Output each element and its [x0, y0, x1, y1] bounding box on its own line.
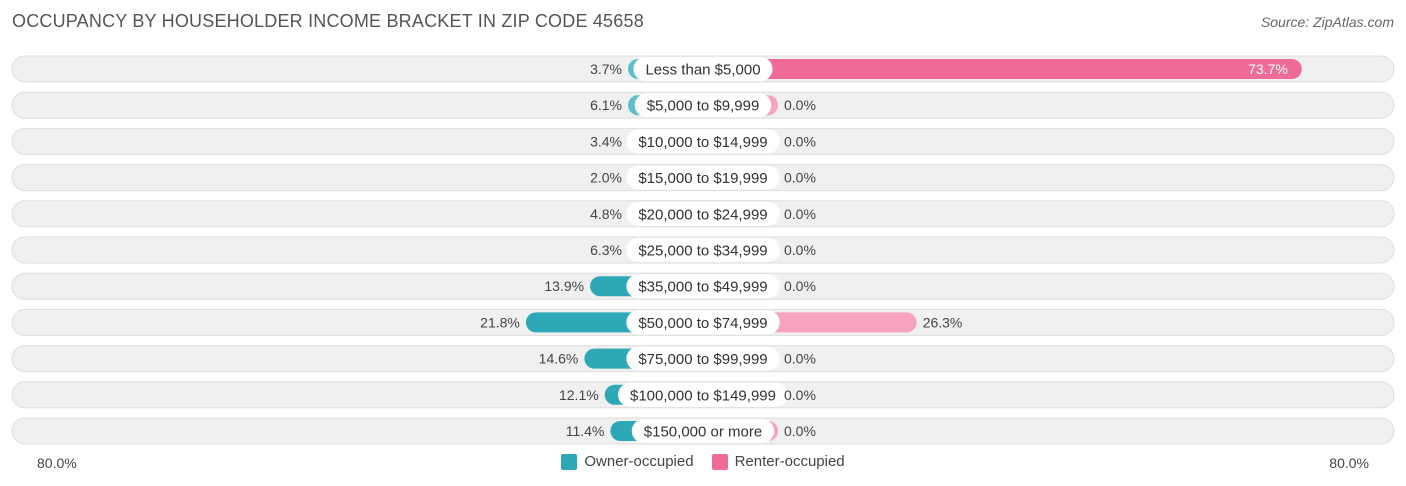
value-label-renter: 0.0% — [784, 423, 816, 439]
value-label-renter: 0.0% — [784, 242, 816, 258]
legend-item-owner: Owner-occupied — [561, 453, 694, 470]
category-label: $35,000 to $49,999 — [638, 279, 767, 296]
diverging-bar-chart: Less than $5,000 3.7% 73.7% $5,000 to $9,99… — [11, 55, 1395, 445]
chart-title: OCCUPANCY BY HOUSEHOLDER INCOME BRACKET … — [12, 11, 644, 31]
value-label-owner: 12.1% — [559, 387, 599, 403]
value-label-owner: 11.4% — [566, 423, 605, 439]
category-label: Less than $5,000 — [645, 62, 760, 79]
chart-row: $75,000 to $99,999 14.6% 0.0% — [11, 345, 1395, 373]
category-label: $75,000 to $99,999 — [638, 351, 767, 368]
category-pill — [626, 201, 780, 226]
value-label-owner: 6.3% — [590, 242, 622, 258]
bar-renter — [703, 59, 1302, 79]
value-label-owner: 3.4% — [590, 133, 622, 149]
chart-row: $20,000 to $24,999 4.8% 0.0% — [11, 200, 1395, 228]
category-label: $25,000 to $34,999 — [638, 243, 767, 260]
value-label-owner: 13.9% — [544, 278, 584, 294]
category-pill — [634, 93, 772, 118]
category-label: $100,000 to $149,999 — [630, 387, 776, 404]
category-pill — [626, 165, 780, 190]
category-label: $5,000 to $9,999 — [647, 98, 760, 115]
category-label: $10,000 to $14,999 — [638, 134, 767, 151]
category-pill — [626, 238, 780, 262]
axis-max-label: 80.0% — [1329, 455, 1369, 471]
category-pill — [626, 346, 780, 371]
source-credit: Source: ZipAtlas.com — [1260, 14, 1394, 30]
value-label-owner: 3.7% — [590, 61, 622, 77]
category-label: $150,000 or more — [644, 424, 762, 441]
axis-min-label: 80.0% — [37, 455, 77, 471]
value-label-renter: 26.3% — [923, 314, 963, 330]
chart-row: $25,000 to $34,999 6.3% 0.0% — [11, 236, 1395, 264]
category-pill — [633, 57, 773, 81]
category-label: $20,000 to $24,999 — [638, 206, 767, 223]
legend: Owner-occupied Renter-occupied — [0, 453, 1406, 470]
legend-item-renter: Renter-occupied — [711, 453, 845, 470]
value-label-owner: 14.6% — [539, 351, 579, 367]
legend-swatch-renter — [711, 453, 728, 470]
value-label-owner: 21.8% — [480, 314, 520, 330]
chart-row: Less than $5,000 3.7% 73.7% — [11, 55, 1395, 83]
value-label-renter: 0.0% — [784, 278, 816, 294]
value-label-renter: 0.0% — [784, 206, 816, 222]
category-label: $50,000 to $74,999 — [638, 315, 767, 332]
category-label: $15,000 to $19,999 — [638, 170, 767, 187]
chart-row: $15,000 to $19,999 2.0% 0.0% — [11, 164, 1395, 192]
legend-label-renter: Renter-occupied — [734, 453, 845, 470]
chart-row: $150,000 or more 11.4% 0.0% — [11, 417, 1395, 445]
legend-swatch-owner — [561, 453, 578, 470]
chart-row: $35,000 to $49,999 13.9% 0.0% — [11, 272, 1395, 300]
category-pill — [626, 274, 780, 299]
chart-row: $50,000 to $74,999 21.8% 26.3% — [11, 308, 1395, 336]
value-label-renter: 0.0% — [784, 351, 816, 367]
value-label-renter: 0.0% — [784, 133, 816, 149]
value-label-owner: 4.8% — [590, 206, 622, 222]
value-label-owner: 2.0% — [590, 170, 622, 186]
value-label-renter: 0.0% — [784, 170, 816, 186]
value-label-renter: 0.0% — [784, 97, 816, 113]
category-pill — [631, 419, 775, 443]
value-label-owner: 6.1% — [590, 97, 622, 113]
value-label-renter: 73.7% — [1248, 61, 1288, 77]
chart-row: $5,000 to $9,999 6.1% 0.0% — [11, 91, 1395, 119]
category-pill — [626, 310, 780, 335]
legend-label-owner: Owner-occupied — [584, 453, 694, 470]
category-pill — [618, 382, 788, 407]
category-pill — [626, 129, 780, 154]
chart-row: $100,000 to $149,999 12.1% 0.0% — [11, 381, 1395, 409]
chart-row: $10,000 to $14,999 3.4% 0.0% — [11, 127, 1395, 155]
value-label-renter: 0.0% — [784, 387, 816, 403]
